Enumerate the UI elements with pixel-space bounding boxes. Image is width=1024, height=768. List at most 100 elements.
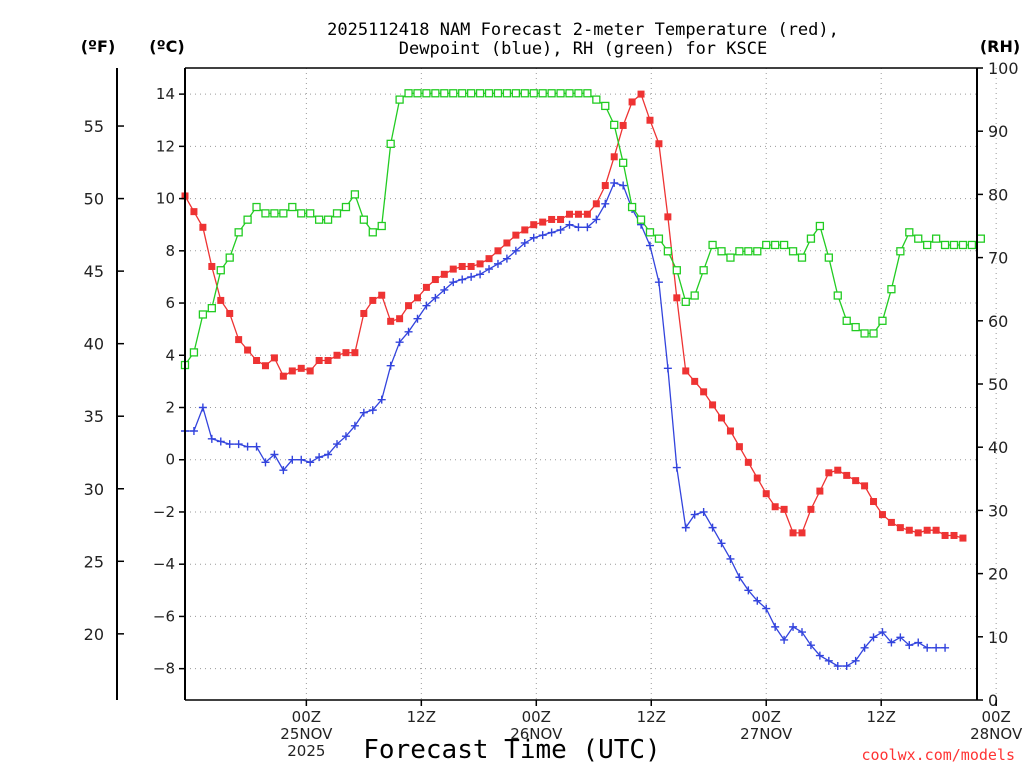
series-line — [184, 92, 964, 539]
data-point — [976, 234, 985, 243]
celsius-tick-label: −6 — [153, 607, 175, 625]
data-point — [538, 231, 547, 240]
data-point — [208, 262, 216, 270]
data-point — [816, 487, 824, 495]
data-point — [762, 604, 771, 613]
data-point — [493, 89, 503, 98]
data-point — [539, 218, 547, 226]
data-point — [824, 253, 833, 262]
data-point — [931, 234, 941, 243]
data-point — [565, 89, 574, 98]
data-point — [350, 421, 359, 430]
data-point — [771, 503, 779, 511]
fahrenheit-tick-label: 25 — [84, 552, 104, 571]
data-point — [717, 247, 726, 256]
rh-tick-label: 10 — [988, 628, 1008, 647]
chart-title-line1: 2025112418 NAM Forecast 2-meter Temperat… — [327, 20, 839, 40]
data-point — [404, 327, 413, 336]
data-point — [548, 215, 556, 223]
data-point — [726, 554, 735, 563]
data-point — [279, 466, 288, 475]
data-point — [396, 315, 404, 323]
data-point — [547, 228, 556, 237]
data-point — [950, 531, 958, 539]
data-point — [422, 89, 431, 98]
data-point — [484, 89, 494, 98]
data-point — [646, 116, 654, 124]
data-point — [869, 633, 878, 642]
data-point — [253, 356, 261, 364]
data-point — [485, 255, 493, 263]
data-point — [574, 89, 583, 98]
data-point — [843, 471, 851, 479]
celsius-tick-label: 12 — [156, 137, 175, 155]
data-point — [699, 507, 708, 516]
data-point — [324, 356, 332, 364]
celsius-tick-labels: 14 12 10 8 6 4 2 0 −2 −4 −6 −8 — [153, 85, 185, 678]
data-point — [815, 651, 824, 660]
data-point — [673, 294, 681, 302]
data-point — [627, 202, 637, 212]
temperature-series — [181, 90, 967, 542]
data-point — [333, 440, 342, 449]
data-point — [645, 241, 654, 250]
time-tick-label: 00Z — [522, 708, 551, 726]
data-point — [341, 202, 351, 212]
data-point — [288, 202, 297, 212]
data-point — [654, 234, 664, 243]
data-point — [440, 285, 449, 294]
data-point — [870, 498, 878, 506]
data-point — [395, 95, 404, 104]
data-point — [306, 458, 315, 467]
data-point — [556, 225, 565, 234]
data-point — [691, 377, 699, 385]
data-point — [359, 215, 368, 224]
data-point — [306, 367, 314, 375]
data-point — [718, 414, 726, 422]
data-point — [905, 228, 914, 237]
data-point — [637, 90, 645, 98]
rh-tick-label: 60 — [988, 312, 1008, 331]
data-point — [681, 523, 690, 532]
data-point — [949, 240, 959, 250]
data-point — [940, 240, 950, 250]
data-point — [530, 221, 538, 229]
data-point — [378, 291, 386, 299]
fahrenheit-tick-label: 50 — [84, 190, 104, 209]
data-point — [341, 432, 350, 441]
data-point — [789, 529, 797, 537]
data-point — [189, 348, 199, 357]
data-point — [583, 210, 591, 218]
series-layer — [180, 89, 985, 671]
data-point — [744, 458, 752, 466]
fahrenheit-tick-label: 40 — [84, 335, 104, 354]
data-point — [869, 329, 878, 338]
data-point — [708, 523, 717, 532]
data-point — [789, 622, 798, 631]
data-point — [958, 240, 968, 250]
data-point — [672, 266, 681, 275]
data-point — [234, 440, 243, 449]
data-point — [860, 329, 869, 338]
fahrenheit-tick-label: 20 — [84, 625, 104, 644]
data-point — [610, 178, 619, 187]
fahrenheit-tick-label: 30 — [84, 480, 104, 499]
data-point — [324, 450, 333, 459]
celsius-tick-label: −8 — [153, 660, 175, 678]
data-point — [520, 238, 529, 247]
data-point — [288, 367, 296, 375]
data-point — [244, 346, 252, 354]
data-point — [851, 656, 860, 665]
celsius-tick-label: 2 — [165, 399, 175, 417]
data-point — [797, 628, 806, 637]
data-point — [663, 247, 673, 256]
data-point — [529, 233, 538, 242]
data-point — [315, 453, 324, 462]
data-point — [279, 372, 287, 380]
data-point — [654, 278, 663, 287]
data-point — [404, 89, 413, 98]
data-point — [861, 482, 869, 490]
data-point — [896, 633, 905, 642]
data-point — [664, 213, 672, 221]
